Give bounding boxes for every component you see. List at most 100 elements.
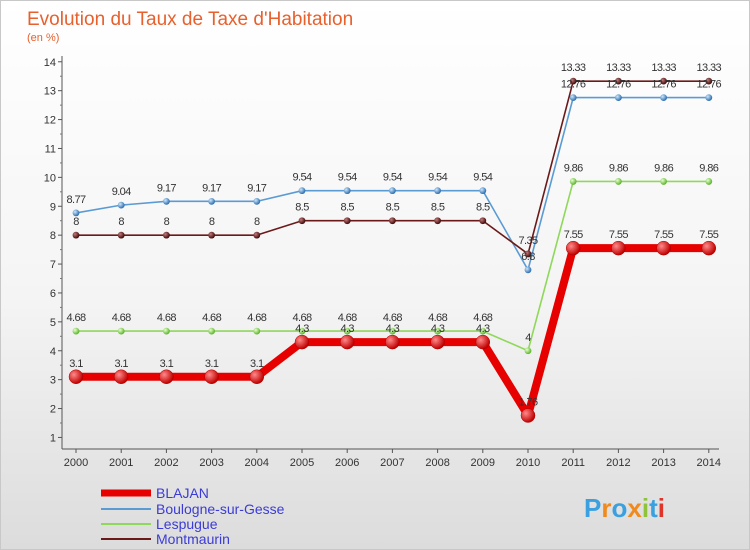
x-tick-label: 2003 — [199, 457, 223, 469]
data-point-lespugue — [434, 327, 441, 335]
proxiti-logo: Proxiti — [584, 493, 665, 523]
data-label-montmaurin: 8.5 — [340, 202, 354, 214]
data-point-lespugue — [208, 327, 216, 335]
data-label-boulogne: 9.54 — [383, 172, 402, 184]
data-label-montmaurin: 8 — [254, 216, 260, 228]
data-point-boulogne — [660, 94, 667, 102]
data-label-boulogne: 6.8 — [521, 251, 535, 263]
data-label-lespugue: 9.86 — [654, 162, 673, 174]
y-tick-label: 11 — [45, 143, 56, 155]
logo-letter: x — [627, 493, 642, 523]
logo-letter: o — [611, 493, 627, 523]
data-label-boulogne: 9.17 — [202, 182, 221, 194]
y-tick-label: 13 — [44, 86, 56, 98]
data-point-boulogne — [389, 187, 396, 195]
y-tick-label: 2 — [50, 404, 56, 416]
data-point-montmaurin — [253, 231, 261, 239]
data-point-lespugue — [705, 178, 713, 185]
data-point-blajan — [611, 240, 626, 256]
data-label-blajan: 4.3 — [386, 323, 400, 335]
data-point-boulogne — [72, 209, 80, 217]
data-label-lespugue: 4.68 — [292, 312, 311, 324]
data-point-boulogne — [524, 266, 532, 274]
legend-label-blajan: BLAJAN — [156, 485, 209, 501]
data-point-montmaurin — [208, 231, 216, 239]
y-tick-label: 12 — [44, 115, 56, 127]
x-tick-label: 2013 — [651, 457, 675, 469]
data-label-lespugue: 4.68 — [247, 312, 266, 324]
data-label-montmaurin: 8.5 — [431, 202, 445, 214]
data-point-blajan — [701, 240, 717, 256]
data-point-montmaurin — [705, 77, 713, 85]
y-tick-label: 3 — [50, 375, 56, 387]
data-label-montmaurin: 8 — [209, 216, 215, 228]
x-tick-label: 2004 — [245, 457, 269, 469]
chart-title: Evolution du Taux de Taxe d'Habitation — [27, 9, 353, 30]
data-point-boulogne — [208, 197, 216, 205]
data-point-lespugue — [569, 178, 577, 185]
y-tick-label: 14 — [44, 57, 56, 69]
data-point-lespugue — [524, 347, 532, 355]
data-point-lespugue — [298, 327, 306, 335]
x-tick-label: 2001 — [109, 457, 133, 469]
y-tick-label: 6 — [50, 288, 56, 300]
data-point-blajan — [565, 240, 581, 256]
x-tick-label: 2014 — [697, 457, 721, 469]
data-label-blajan: 1.76 — [518, 396, 537, 408]
data-label-boulogne: 12.76 — [561, 79, 586, 91]
data-label-montmaurin: 8 — [73, 216, 79, 228]
legend-item-lespugue: Lespugue — [101, 516, 218, 532]
data-label-boulogne: 12.76 — [651, 79, 676, 91]
chart-subtitle: (en %) — [27, 32, 59, 44]
data-point-blajan — [68, 369, 84, 385]
series-layer — [68, 77, 717, 423]
data-point-blajan — [249, 369, 265, 385]
x-tick-label: 2008 — [425, 457, 449, 469]
legend-item-boulogne: Boulogne-sur-Gesse — [101, 501, 285, 517]
data-label-blajan: 7.55 — [699, 229, 718, 241]
x-tick-label: 2002 — [154, 457, 178, 469]
data-point-lespugue — [163, 327, 170, 335]
data-label-montmaurin: 8 — [118, 216, 124, 228]
y-tick-label: 7 — [50, 259, 56, 271]
data-point-boulogne — [479, 187, 487, 195]
data-point-lespugue — [479, 327, 487, 335]
data-point-montmaurin — [479, 217, 487, 225]
data-point-boulogne — [569, 94, 577, 102]
data-point-montmaurin — [569, 77, 577, 85]
y-tick-label: 1 — [50, 432, 56, 444]
data-label-montmaurin: 8.5 — [476, 202, 490, 214]
data-label-blajan: 4.3 — [476, 323, 490, 335]
x-tick-label: 2011 — [561, 457, 585, 469]
y-tick-label: 5 — [50, 317, 56, 329]
series-montmaurin — [72, 77, 713, 258]
data-point-montmaurin — [615, 77, 622, 85]
logo-letter: r — [601, 493, 611, 523]
logo-letter: i — [642, 493, 649, 523]
data-label-boulogne: 12.76 — [606, 79, 631, 91]
data-point-boulogne — [705, 94, 713, 102]
data-label-blajan: 7.55 — [609, 229, 628, 241]
data-point-montmaurin — [72, 231, 80, 239]
data-label-montmaurin: 8 — [164, 216, 170, 228]
data-label-lespugue: 9.86 — [609, 162, 628, 174]
data-label-boulogne: 9.54 — [473, 172, 492, 184]
data-label-lespugue: 4.68 — [112, 312, 131, 324]
data-point-boulogne — [434, 187, 441, 195]
data-point-lespugue — [660, 178, 667, 185]
y-tick-label: 4 — [50, 346, 56, 358]
series-boulogne — [72, 94, 713, 274]
data-label-boulogne: 9.17 — [247, 182, 266, 194]
x-tick-label: 2010 — [516, 457, 540, 469]
data-label-lespugue: 4.68 — [473, 312, 492, 324]
data-label-lespugue: 4.68 — [338, 312, 357, 324]
data-label-blajan: 4.3 — [295, 323, 309, 335]
x-tick-label: 2012 — [606, 457, 630, 469]
logo-letter: P — [584, 493, 601, 523]
legend-label-montmaurin: Montmaurin — [156, 531, 230, 547]
data-label-boulogne: 12.76 — [697, 79, 722, 91]
data-point-blajan — [475, 334, 491, 350]
data-point-lespugue — [343, 327, 351, 335]
data-point-blajan — [294, 334, 310, 350]
